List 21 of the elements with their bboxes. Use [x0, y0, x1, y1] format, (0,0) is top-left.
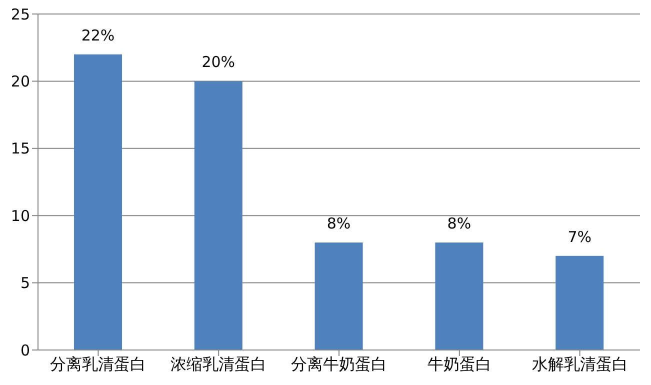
x-tick-label: 水解乳清蛋白	[532, 354, 628, 374]
y-tick-label: 25	[10, 5, 30, 24]
y-tick-label: 15	[10, 140, 30, 158]
y-tick-label: 5	[20, 274, 30, 292]
y-tick-label: 0	[20, 341, 30, 360]
x-tick-label: 浓缩乳清蛋白	[170, 354, 267, 374]
data-label: 8%	[447, 214, 472, 232]
data-label: 22%	[81, 26, 115, 44]
bar	[314, 242, 363, 350]
data-label: 8%	[326, 214, 351, 232]
x-tick-label: 牛奶蛋白	[427, 354, 492, 374]
bar	[556, 256, 604, 350]
y-tick-label: 20	[10, 72, 30, 91]
bar	[74, 54, 122, 350]
x-tick-label: 分离乳清蛋白	[50, 354, 146, 374]
bar	[194, 81, 242, 350]
x-tick-label: 分离牛奶蛋白	[291, 354, 387, 374]
bar	[435, 242, 484, 350]
data-label: 20%	[202, 53, 236, 72]
data-label: 7%	[568, 228, 592, 246]
y-tick-label: 10	[10, 206, 30, 225]
